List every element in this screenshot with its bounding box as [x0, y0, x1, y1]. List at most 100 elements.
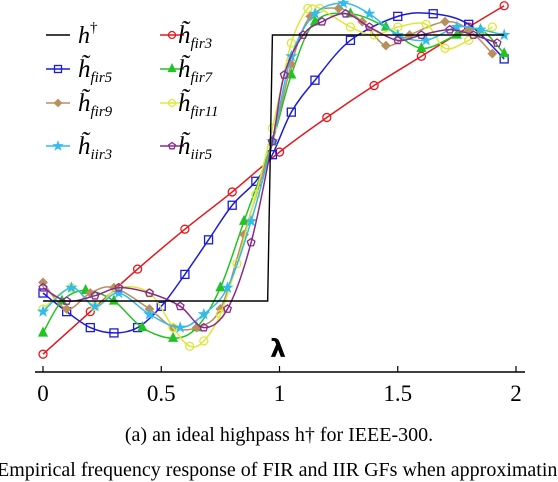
- data-point-fir7: [416, 41, 427, 52]
- x-ticks: 0 0.5 1 1.5 2: [37, 366, 522, 406]
- data-point-fir11: [251, 189, 261, 200]
- data-point-fir11: [421, 19, 431, 30]
- data-point-fir11: [286, 38, 296, 48]
- data-point-iir3: [65, 281, 78, 293]
- legend-label-fir5: h̃fir5: [78, 55, 113, 86]
- legend-entry-fir9: h̃fir9: [46, 89, 113, 120]
- data-point-iir3: [337, 0, 350, 9]
- data-point-iir3: [143, 307, 156, 320]
- data-point-fir3: [132, 264, 143, 274]
- data-point-iir5: [222, 304, 233, 313]
- subfigure-caption: (a) an ideal highpass h† for IEEE-300.: [124, 424, 434, 446]
- data-point-fir5: [85, 322, 95, 333]
- series-line-h_ideal: [43, 34, 505, 302]
- data-point-fir11: [440, 43, 450, 53]
- series-line-fir3: [42, 5, 505, 355]
- data-point-iir3: [36, 305, 50, 317]
- data-point-iir5: [175, 301, 185, 311]
- data-point-iir5: [279, 70, 289, 79]
- data-point-fir11: [199, 336, 209, 346]
- data-point-iir5: [393, 35, 403, 45]
- data-point-iir5: [492, 38, 502, 47]
- data-point-fir11: [464, 35, 474, 45]
- data-point-fir5: [109, 328, 119, 338]
- legend-label-iir5: h̃iir5: [178, 132, 213, 163]
- data-point-fir7: [499, 47, 510, 58]
- legend-entry-fir7: h̃fir7: [160, 55, 214, 86]
- data-point-fir5: [38, 288, 48, 298]
- legend-label-fir3: h̃fir3: [178, 21, 212, 52]
- data-point-iir3: [221, 281, 234, 293]
- series-line-iir3: [42, 2, 505, 329]
- data-point-fir5: [345, 35, 356, 45]
- data-point-iir3: [244, 214, 258, 227]
- data-point-iir5: [298, 30, 308, 39]
- data-point-iir3: [112, 286, 125, 299]
- series-line-fir5: [42, 12, 505, 334]
- data-point-fir7: [451, 28, 462, 39]
- legend-marker-fir5: [53, 64, 63, 74]
- data-point-iir5: [62, 296, 72, 305]
- data-point-fir7: [215, 281, 226, 292]
- legend-marker-fir7: [167, 63, 177, 73]
- data-point-fir7: [238, 214, 250, 225]
- data-point-fir7: [37, 326, 49, 337]
- legend-marker-iir5: [167, 141, 177, 150]
- data-point-iir5: [317, 16, 327, 26]
- legend: h† h̃fir3 h̃fir5 h̃fir7 h̃fir9 h̃fir11 h̃iir3 h…: [46, 20, 219, 163]
- legend-entry-iir3: h̃iir3: [46, 132, 112, 163]
- data-point-iir5: [468, 30, 478, 39]
- data-point-iir5: [267, 136, 277, 146]
- legend-marker-fir11: [167, 98, 177, 108]
- x-tick-label: 1: [274, 381, 286, 406]
- x-tick-label: 0: [37, 381, 49, 406]
- series-line-fir11: [42, 4, 493, 348]
- data-point-fir5: [203, 235, 214, 245]
- legend-label-iir3: h̃iir3: [78, 132, 112, 163]
- data-point-iir3: [474, 23, 487, 35]
- legend-entry-h_ideal: h†: [46, 20, 98, 49]
- data-point-fir3: [499, 1, 509, 11]
- data-point-fir5: [180, 269, 190, 280]
- series-iir3: [36, 0, 511, 333]
- data-point-fir9: [61, 304, 72, 314]
- legend-marker-iir3: [52, 139, 64, 151]
- legend-marker-fir3: [167, 30, 177, 40]
- data-point-iir5: [341, 8, 351, 18]
- data-point-fir7: [137, 321, 148, 332]
- data-point-fir3: [416, 51, 427, 61]
- data-point-fir7: [168, 331, 179, 342]
- data-point-iir3: [363, 7, 376, 19]
- data-point-iir5: [38, 282, 48, 292]
- data-point-fir3: [274, 147, 285, 157]
- series-line-iir5: [42, 12, 498, 329]
- data-point-fir11: [345, 22, 356, 32]
- legend-entry-fir3: h̃fir3: [160, 21, 212, 52]
- data-point-fir5: [227, 200, 237, 210]
- data-point-iir3: [174, 321, 187, 333]
- data-point-iir3: [308, 7, 322, 19]
- frequency-response-chart: 0 0.5 1 1.5 2 λ h† h̃fir3 h̃fir5 h̃fir7 h̃fir9 h̃…: [35, 0, 525, 406]
- data-point-iir3: [419, 33, 433, 46]
- data-point-fir3: [322, 112, 332, 123]
- data-point-fir5: [156, 301, 166, 311]
- data-point-fir3: [227, 187, 237, 197]
- series-fir7: [37, 7, 510, 342]
- data-point-iir3: [88, 299, 102, 312]
- data-point-iir5: [114, 282, 124, 292]
- data-point-iir3: [197, 307, 210, 320]
- data-point-fir11: [267, 123, 278, 133]
- series-h_ideal: [43, 34, 505, 302]
- data-point-fir5: [393, 11, 403, 22]
- data-point-fir9: [487, 48, 498, 59]
- series-iir5: [38, 8, 502, 332]
- data-point-fir5: [310, 75, 320, 85]
- data-point-fir7: [108, 294, 120, 305]
- data-point-fir11: [184, 341, 195, 351]
- data-point-fir3: [369, 80, 379, 91]
- data-point-iir5: [246, 237, 256, 247]
- data-point-iir5: [416, 30, 426, 39]
- data-point-fir3: [85, 306, 95, 317]
- legend-entry-fir11: h̃fir11: [160, 89, 219, 120]
- series-layer: [36, 0, 511, 359]
